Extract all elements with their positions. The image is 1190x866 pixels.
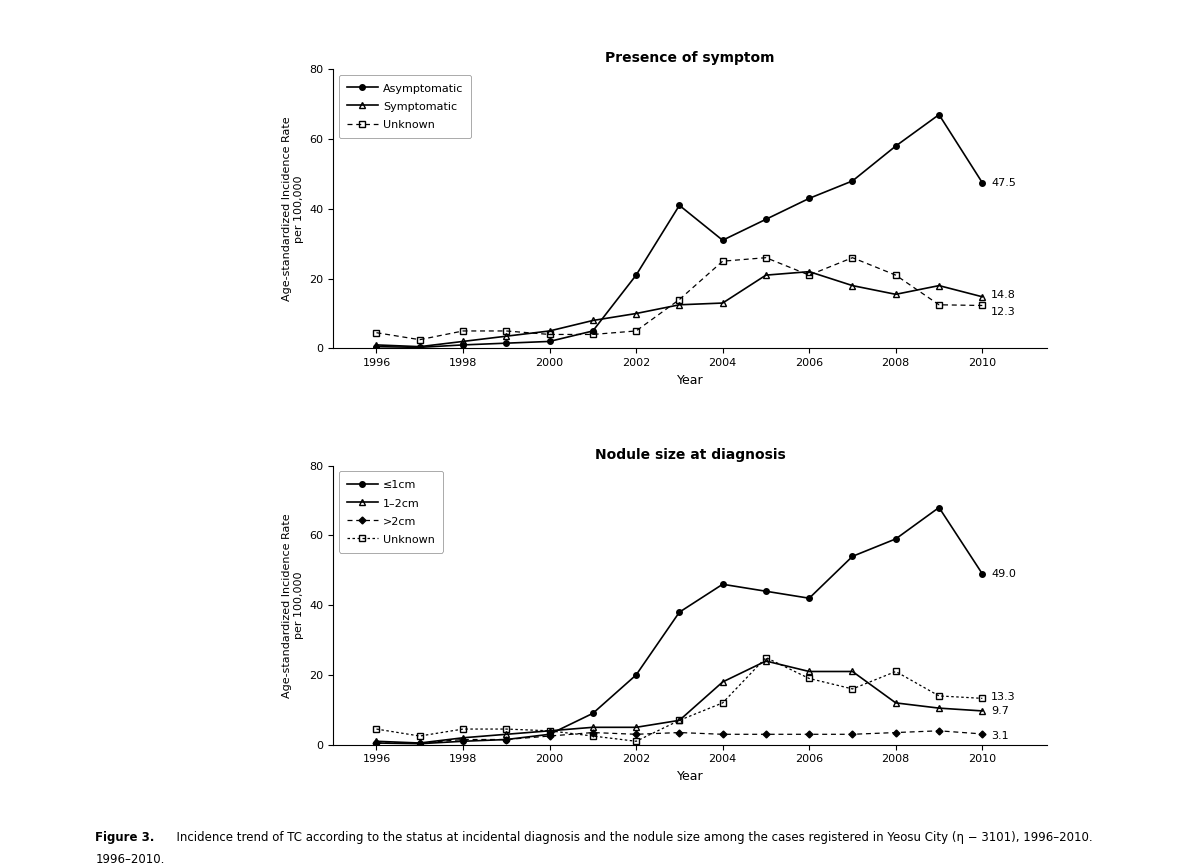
- Text: 13.3: 13.3: [991, 692, 1015, 701]
- Y-axis label: Age-standardized Incidence Rate
per 100,000: Age-standardized Incidence Rate per 100,…: [282, 117, 303, 301]
- Legend: ≤1cm, 1–2cm, >2cm, Unknown: ≤1cm, 1–2cm, >2cm, Unknown: [339, 471, 443, 553]
- Text: 9.7: 9.7: [991, 706, 1009, 716]
- X-axis label: Year: Year: [677, 770, 703, 783]
- Title: Presence of symptom: Presence of symptom: [606, 51, 775, 65]
- Title: Nodule size at diagnosis: Nodule size at diagnosis: [595, 448, 785, 462]
- X-axis label: Year: Year: [677, 374, 703, 387]
- Text: 12.3: 12.3: [991, 307, 1016, 317]
- Text: 49.0: 49.0: [991, 569, 1016, 578]
- Legend: Asymptomatic, Symptomatic, Unknown: Asymptomatic, Symptomatic, Unknown: [339, 74, 471, 138]
- Text: 3.1: 3.1: [991, 731, 1009, 740]
- Y-axis label: Age-standardized Incidence Rate
per 100,000: Age-standardized Incidence Rate per 100,…: [282, 513, 303, 697]
- Text: 14.8: 14.8: [991, 290, 1016, 300]
- Text: 47.5: 47.5: [991, 178, 1016, 188]
- Text: Incidence trend of TC according to the status at incidental diagnosis and the no: Incidence trend of TC according to the s…: [169, 831, 1092, 844]
- Text: 1996–2010.: 1996–2010.: [95, 853, 164, 866]
- Text: Figure 3.: Figure 3.: [95, 831, 155, 844]
